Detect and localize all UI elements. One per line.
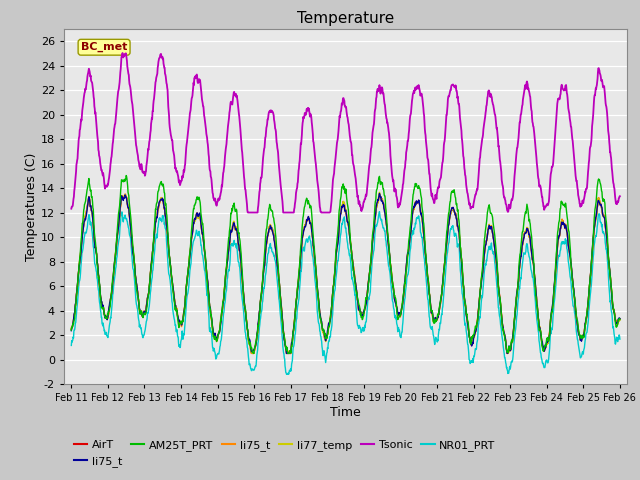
Title: Temperature: Temperature <box>297 11 394 26</box>
Legend: AirT, li75_t, AM25T_PRT, li75_t, li77_temp, Tsonic, NR01_PRT: AirT, li75_t, AM25T_PRT, li75_t, li77_te… <box>70 436 500 471</box>
Text: BC_met: BC_met <box>81 42 127 52</box>
Y-axis label: Temperatures (C): Temperatures (C) <box>25 152 38 261</box>
X-axis label: Time: Time <box>330 406 361 419</box>
